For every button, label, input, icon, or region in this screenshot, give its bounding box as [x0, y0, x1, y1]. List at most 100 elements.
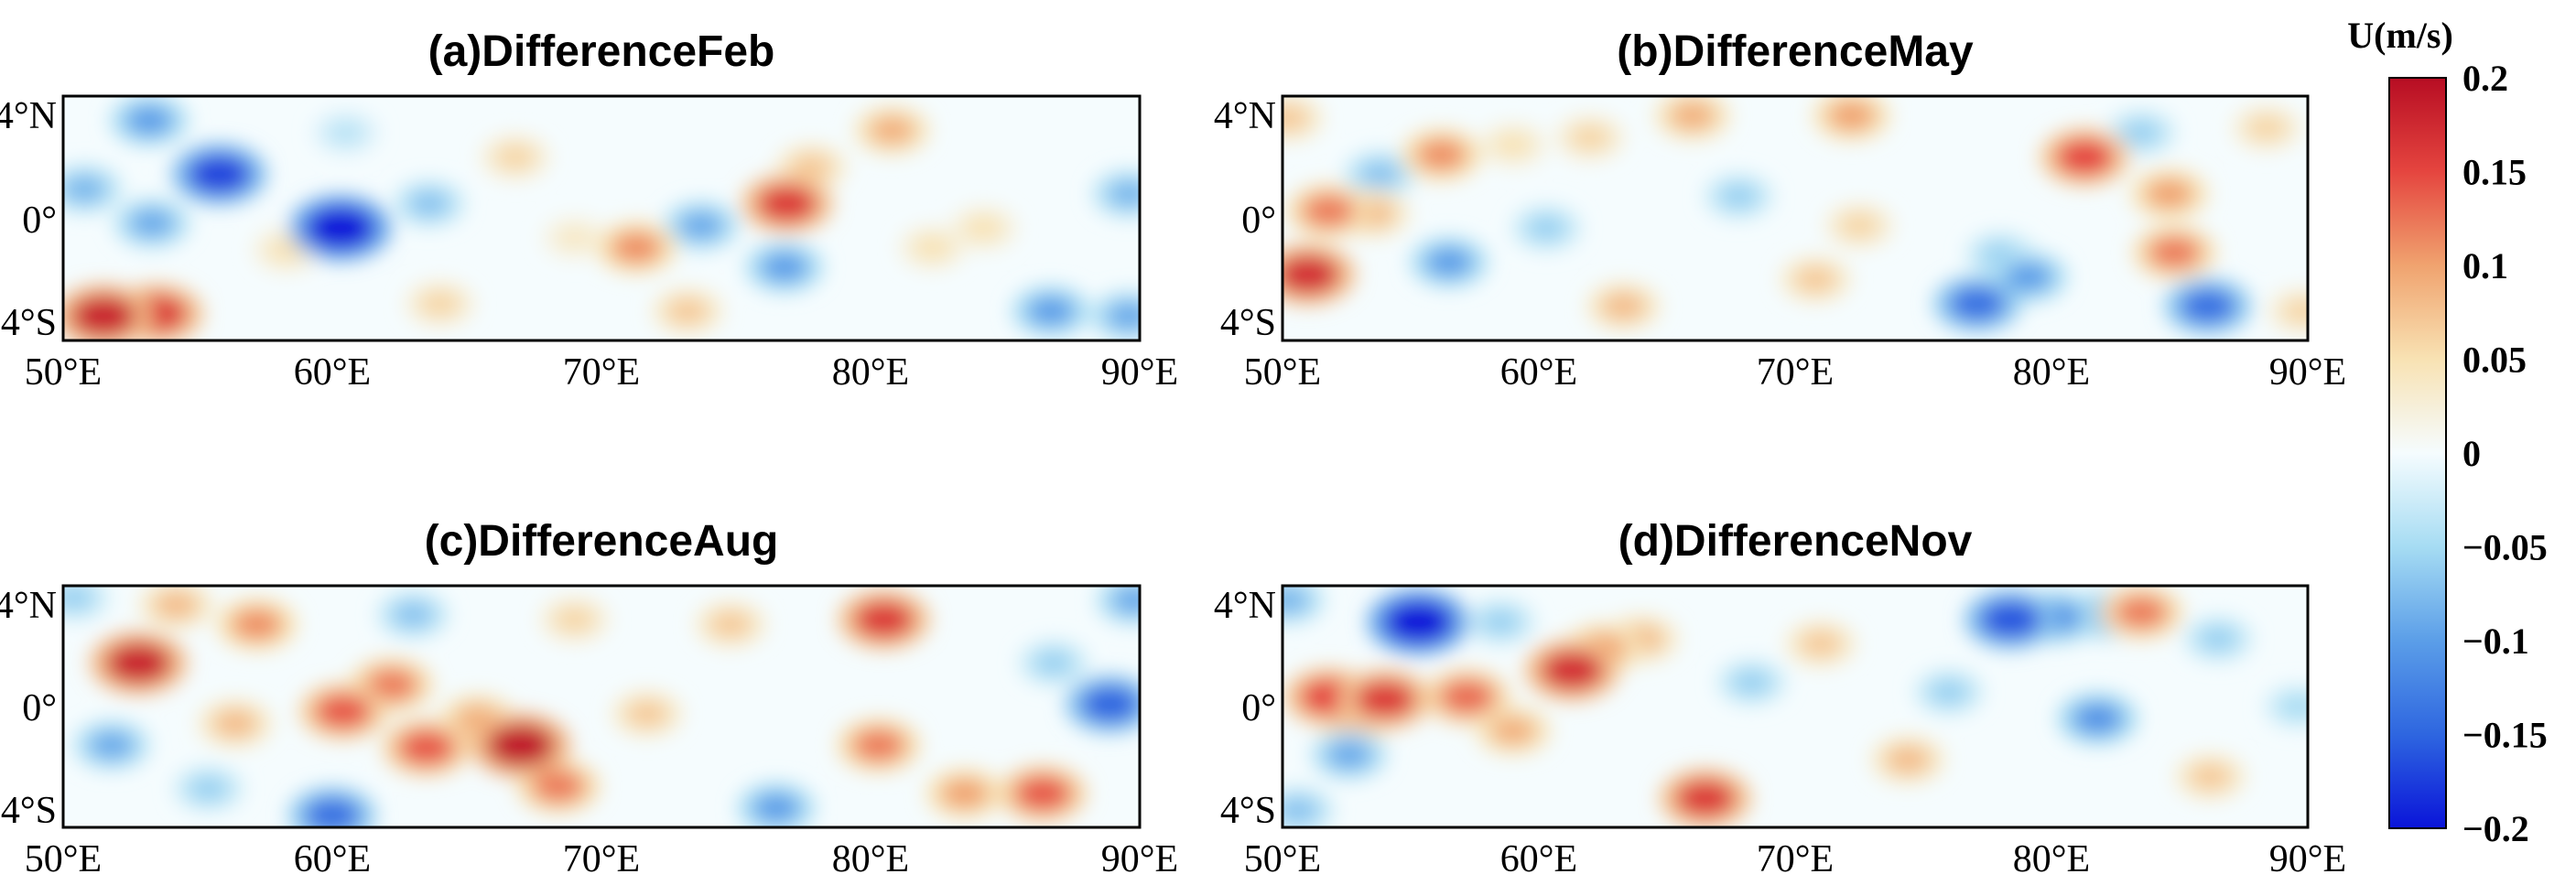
heatmap-blob — [1929, 679, 1969, 705]
heatmap-blob — [677, 211, 724, 241]
panel-title: (b)DifferenceMay — [1617, 27, 1974, 76]
x-tick-label: 80°E — [832, 838, 909, 880]
heatmap-blob — [869, 115, 915, 146]
plot-frame — [61, 584, 1142, 829]
x-tick-label: 50°E — [1244, 351, 1321, 394]
heatmap-blob — [2148, 235, 2201, 269]
x-ticks: 50°E 60°E 70°E 80°E 90°E — [25, 838, 1178, 880]
heatmap-blob — [125, 105, 174, 136]
heatmap-blob — [1014, 775, 1071, 812]
heatmap-blob — [1570, 124, 1610, 150]
heatmap-blob — [1303, 194, 1355, 228]
heatmap-blob — [1425, 247, 1473, 278]
heatmap-blob — [1107, 179, 1140, 208]
panel-b: (b)DifferenceMay 50°E 60°E 70°E 80°E 90°… — [1214, 27, 2346, 394]
y-tick-label: 4°N — [1214, 95, 1276, 137]
heatmap-blob — [1795, 266, 1836, 293]
heatmap-blob — [1480, 610, 1521, 635]
heatmap-blob — [63, 586, 93, 610]
x-tick-label: 90°E — [2269, 351, 2346, 394]
plot-frame — [61, 94, 1142, 342]
heatmap-blob — [1732, 670, 1771, 696]
heatmap-blob — [1839, 213, 1879, 239]
heatmap-blob — [2190, 763, 2232, 790]
heatmap-blob — [232, 608, 282, 641]
heatmap-blob — [1106, 301, 1140, 331]
x-tick-label: 70°E — [563, 838, 640, 880]
heatmap-blob — [2198, 626, 2238, 652]
heatmap-blob — [760, 252, 808, 283]
panel-title: (a)DifferenceFeb — [428, 27, 775, 76]
heatmap-blob — [853, 599, 915, 639]
heatmap-blob — [1949, 286, 2006, 322]
heatmap-field — [63, 96, 1140, 340]
heatmap-blob — [2055, 138, 2115, 176]
x-tick-label: 70°E — [1757, 351, 1834, 394]
x-tick-label: 80°E — [2013, 838, 2090, 880]
panel-title: (d)DifferenceNov — [1618, 517, 1973, 566]
heatmap-blob — [2180, 288, 2236, 325]
heatmap-blob — [965, 216, 1002, 240]
x-tick-label: 70°E — [1757, 838, 1834, 880]
heatmap-blob — [1383, 599, 1454, 644]
heatmap-blob — [790, 154, 832, 180]
heatmap-blob — [1495, 133, 1532, 157]
x-ticks: 50°E 60°E 70°E 80°E 90°E — [25, 351, 1178, 394]
colorbar-tick-label: −0.05 — [2462, 527, 2548, 568]
heatmap-blob — [365, 668, 418, 702]
colorbar-title: U(m/s) — [2347, 15, 2453, 56]
panel-d: (d)DifferenceNov 50°E 60°E 70°E 80°E 90°… — [1214, 517, 2346, 880]
y-tick-label: 4°S — [1, 790, 57, 832]
panel-a: (a)DifferenceFeb 50°E 60°E 70°E 80°E 90°… — [0, 27, 1178, 394]
heatmap-blob — [1541, 650, 1604, 691]
heatmap-blob — [1670, 101, 1716, 131]
heatmap-blob — [89, 730, 135, 760]
heatmap-blob — [2121, 120, 2161, 146]
heatmap-blob — [852, 729, 905, 762]
x-tick-label: 70°E — [563, 351, 640, 394]
heatmap-blob — [398, 729, 455, 766]
heatmap-blob — [666, 297, 709, 325]
heatmap-blob — [1080, 685, 1140, 723]
heatmap-blob — [408, 190, 450, 217]
heatmap-blob — [709, 610, 752, 638]
heatmap-blob — [2004, 262, 2052, 293]
heatmap-blob — [940, 778, 989, 809]
heatmap-blob — [1326, 740, 1372, 770]
y-ticks: 4°N 0° 4°S — [0, 585, 57, 832]
heatmap-blob — [129, 209, 175, 238]
colorbar-gradient — [2388, 77, 2447, 829]
heatmap-blob — [2145, 178, 2193, 210]
colorbar-tick-label: −0.15 — [2462, 715, 2548, 756]
heatmap-blob — [1283, 254, 1340, 295]
y-ticks: 4°N 0° 4°S — [0, 95, 57, 344]
x-ticks: 50°E 60°E 70°E 80°E 90°E — [1244, 838, 2346, 880]
y-tick-label: 0° — [1241, 687, 1276, 729]
heatmap-blob — [532, 770, 585, 804]
x-tick-label: 50°E — [25, 838, 102, 880]
heatmap-blob — [189, 776, 228, 802]
heatmap-blob — [555, 607, 594, 632]
heatmap-blob — [2283, 298, 2308, 324]
heatmap-blob — [557, 226, 592, 249]
colorbar-tick-label: 0.05 — [2462, 340, 2527, 381]
heatmap-blob — [1354, 680, 1416, 719]
heatmap-blob — [188, 154, 251, 195]
heatmap-blob — [1111, 586, 1140, 615]
y-tick-label: 4°S — [1, 302, 57, 344]
colorbar-tick-label: −0.2 — [2462, 808, 2529, 849]
heatmap-blob — [1719, 183, 1759, 209]
heatmap-blob — [2073, 702, 2123, 735]
heatmap-blob — [1827, 100, 1876, 131]
heatmap-blob — [2278, 695, 2308, 718]
heatmap-cells — [63, 96, 1140, 340]
plot-frame — [1281, 94, 2310, 342]
heatmap-blob — [1980, 599, 2041, 639]
heatmap-blob — [495, 145, 536, 170]
y-tick-label: 4°N — [0, 95, 57, 137]
colorbar-ticks: 0.2 0.15 0.1 0.05 0 −0.05 −0.1 −0.15 −0.2 — [2462, 58, 2548, 849]
heatmap-blob — [1601, 292, 1645, 320]
heatmap-blob — [2115, 596, 2168, 630]
panel-c: (c)DifferenceAug 50°E 60°E 70°E 80°E 90°… — [0, 517, 1178, 880]
y-tick-label: 4°S — [1220, 302, 1276, 344]
